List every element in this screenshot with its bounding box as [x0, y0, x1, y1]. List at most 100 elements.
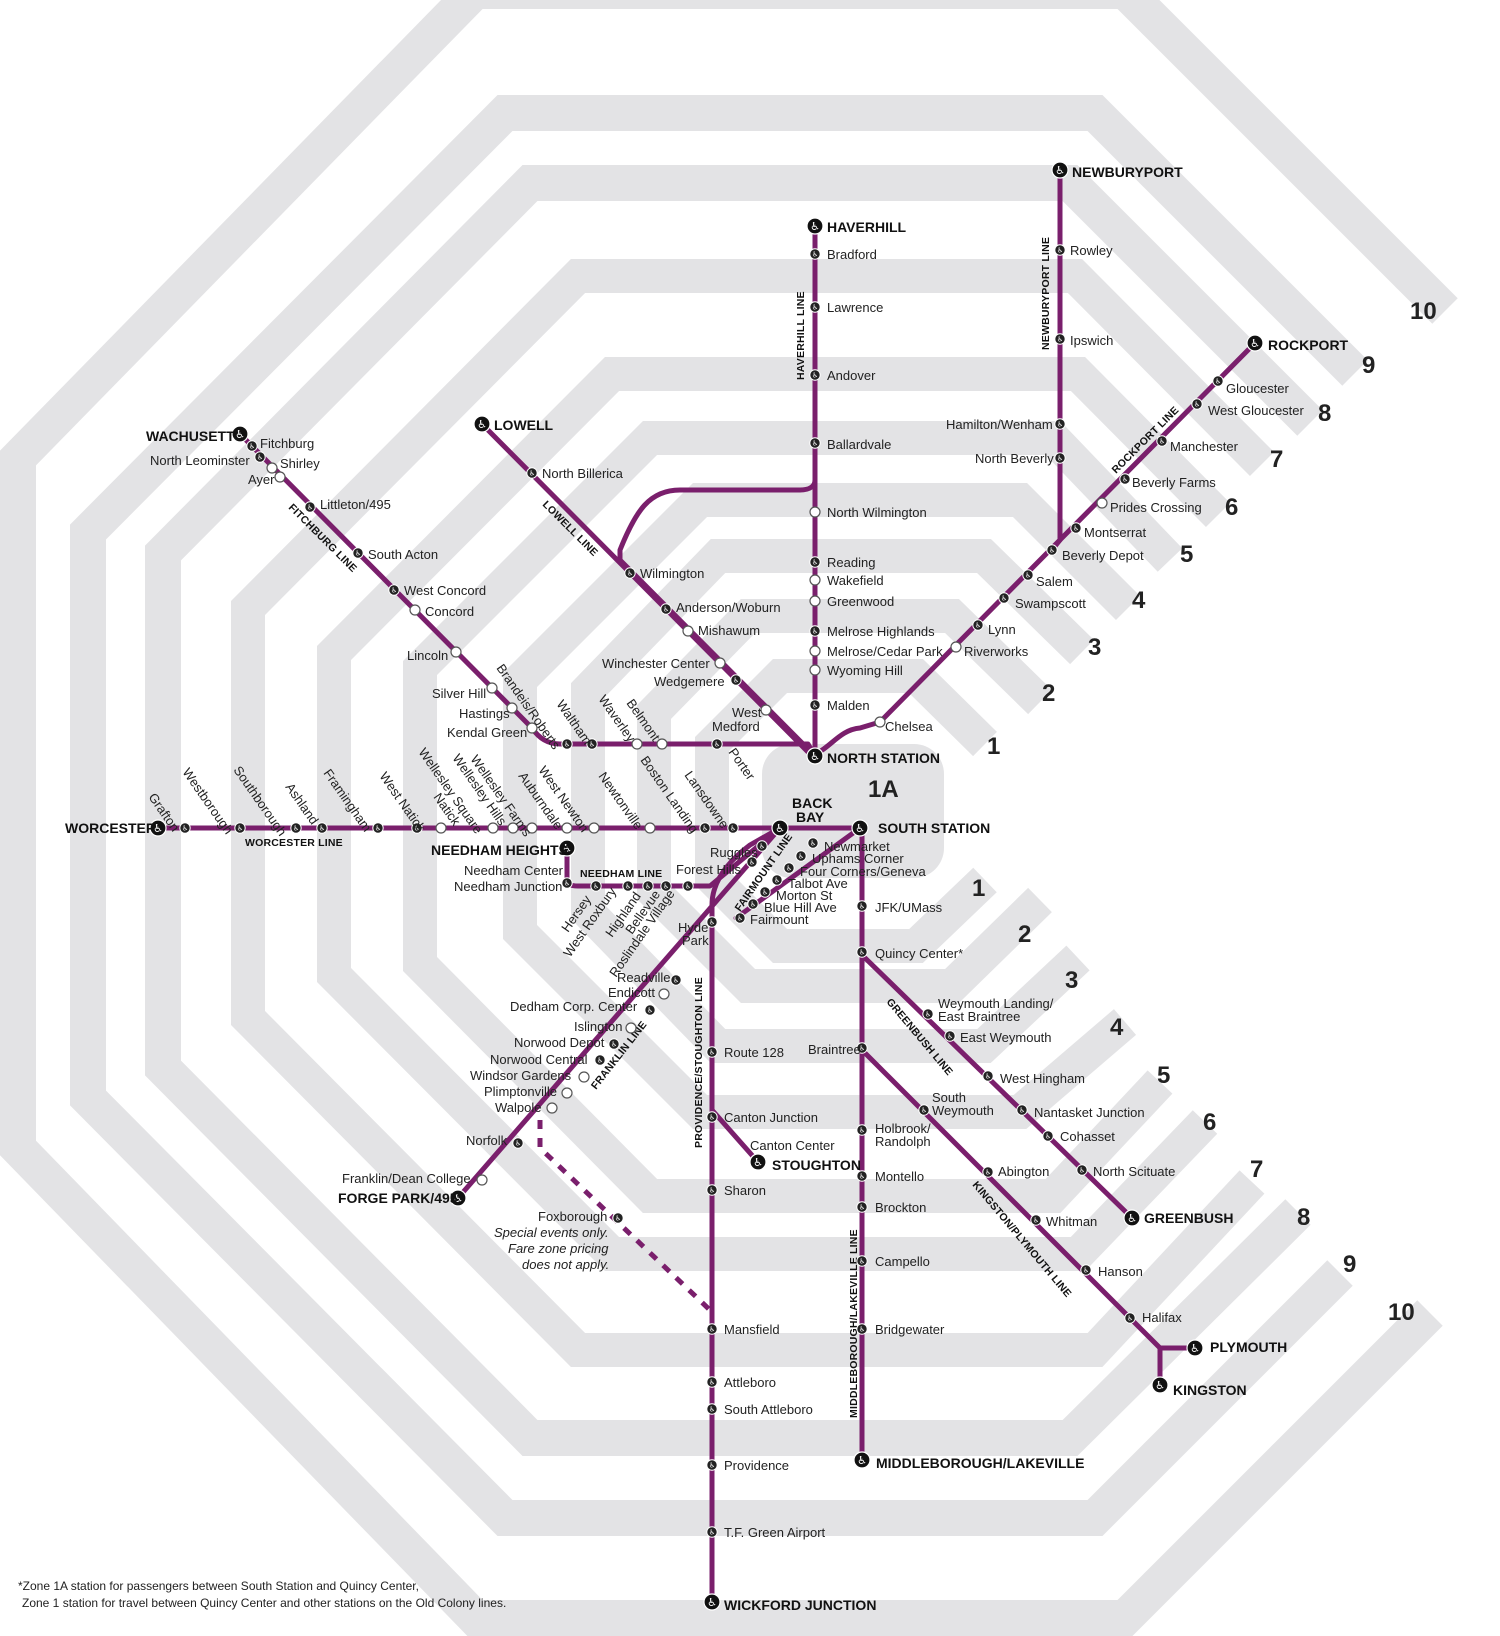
- station-south-attleboro[interactable]: South Attleboro: [724, 1402, 813, 1417]
- station-marker[interactable]: [546, 1102, 558, 1114]
- station-marker[interactable]: [706, 1526, 718, 1538]
- station-marker[interactable]: [727, 822, 739, 834]
- station-marker[interactable]: [1070, 522, 1082, 534]
- station-fairmount[interactable]: Fairmount: [750, 912, 809, 927]
- station-marker[interactable]: [918, 1104, 930, 1116]
- station-north-scituate[interactable]: North Scituate: [1093, 1164, 1175, 1179]
- station-porter[interactable]: Porter: [726, 745, 759, 783]
- terminal-lowell[interactable]: LOWELL: [494, 417, 554, 433]
- station-forest-hills[interactable]: Forest Hills: [676, 862, 742, 877]
- station-route-128[interactable]: Route 128: [724, 1045, 784, 1060]
- station-rowley[interactable]: Rowley: [1070, 243, 1113, 258]
- station-tf-green-airport[interactable]: T.F. Green Airport: [724, 1525, 826, 1540]
- station-marker[interactable]: [254, 451, 266, 463]
- station-mishawum[interactable]: Mishawum: [698, 623, 760, 638]
- station-quincy-center[interactable]: Quincy Center*: [875, 946, 963, 961]
- station-marker[interactable]: [409, 604, 421, 616]
- station-marker[interactable]: [473, 415, 491, 433]
- station-bradford[interactable]: Bradford: [827, 247, 877, 262]
- station-marker[interactable]: [1123, 1209, 1141, 1227]
- station-marker[interactable]: [561, 822, 573, 834]
- station-melrose-cedar-park[interactable]: Melrose/Cedar Park: [827, 644, 943, 659]
- station-marker[interactable]: [874, 716, 886, 728]
- station-marker[interactable]: [590, 880, 602, 892]
- station-readville[interactable]: Readville: [617, 970, 670, 985]
- station-beverly-depot[interactable]: Beverly Depot: [1062, 548, 1144, 563]
- station-four-corners[interactable]: Four Corners/Geneva: [800, 864, 926, 879]
- station-marker[interactable]: [706, 1403, 718, 1415]
- station-marker[interactable]: [853, 1451, 871, 1469]
- terminal-newburyport[interactable]: NEWBURYPORT: [1072, 164, 1183, 180]
- station-marker[interactable]: [352, 547, 364, 559]
- station-marker[interactable]: [756, 840, 768, 852]
- station-malden[interactable]: Malden: [827, 698, 870, 713]
- station-talbot-ave[interactable]: Talbot Ave: [788, 876, 848, 891]
- station-hanson[interactable]: Hanson: [1098, 1264, 1143, 1279]
- station-north-billerica[interactable]: North Billerica: [542, 466, 624, 481]
- station-marker[interactable]: [1054, 452, 1066, 464]
- station-marker[interactable]: [512, 1137, 524, 1149]
- terminal-plymouth[interactable]: PLYMOUTH: [1210, 1339, 1287, 1355]
- station-marker[interactable]: [656, 738, 668, 750]
- station-littleton[interactable]: Littleton/495: [320, 497, 391, 512]
- station-marker[interactable]: [746, 856, 758, 868]
- terminal-stoughton[interactable]: STOUGHTON: [772, 1157, 861, 1173]
- station-marker[interactable]: [809, 699, 821, 711]
- station-marker[interactable]: [561, 738, 573, 750]
- station-marker[interactable]: [561, 877, 573, 889]
- station-ayer[interactable]: Ayer: [248, 472, 275, 487]
- station-plimptonville[interactable]: Plimptonville: [484, 1084, 557, 1099]
- station-hastings[interactable]: Hastings: [459, 706, 510, 721]
- station-marker[interactable]: [950, 641, 962, 653]
- station-marker[interactable]: [624, 567, 636, 579]
- station-marker[interactable]: [856, 1042, 868, 1054]
- station-franklin-dean-college[interactable]: Franklin/Dean College: [342, 1171, 471, 1186]
- station-marker[interactable]: [922, 1008, 934, 1020]
- station-marker[interactable]: [807, 837, 819, 849]
- station-north-beverly[interactable]: North Beverly: [975, 451, 1054, 466]
- station-marker[interactable]: [856, 900, 868, 912]
- station-melrose-highlands[interactable]: Melrose Highlands: [827, 624, 935, 639]
- station-marker[interactable]: [411, 822, 423, 834]
- station-marker[interactable]: [806, 747, 824, 765]
- station-marker[interactable]: [809, 248, 821, 260]
- station-marker[interactable]: [809, 664, 821, 676]
- station-marker[interactable]: [711, 738, 723, 750]
- station-greenwood[interactable]: Greenwood: [827, 594, 894, 609]
- station-marker[interactable]: [625, 1022, 637, 1034]
- station-marker[interactable]: [809, 625, 821, 637]
- station-whitman[interactable]: Whitman: [1046, 1214, 1097, 1229]
- station-shirley[interactable]: Shirley: [280, 456, 320, 471]
- station-marker[interactable]: [1212, 375, 1224, 387]
- terminal-haverhill[interactable]: HAVERHILL: [827, 219, 907, 235]
- station-marker[interactable]: [1042, 1130, 1054, 1142]
- station-concord[interactable]: Concord: [425, 604, 474, 619]
- station-newmarket[interactable]: Newmarket: [824, 839, 890, 854]
- terminal-south-station[interactable]: SOUTH STATION: [878, 820, 990, 836]
- terminal-middleborough[interactable]: MIDDLEBOROUGH/LAKEVILLE: [876, 1455, 1084, 1471]
- terminal-wickford-junction[interactable]: WICKFORD JUNCTION: [724, 1597, 876, 1613]
- station-marker[interactable]: [809, 301, 821, 313]
- station-ipswich[interactable]: Ipswich: [1070, 333, 1113, 348]
- station-marker[interactable]: [706, 1184, 718, 1196]
- station-marker[interactable]: [507, 822, 519, 834]
- station-swampscott[interactable]: Swampscott: [1015, 596, 1086, 611]
- station-marker[interactable]: [706, 916, 718, 928]
- station-braintree[interactable]: Braintree: [808, 1042, 861, 1057]
- station-ashland[interactable]: Ashland: [283, 780, 322, 827]
- station-marker[interactable]: [304, 501, 316, 513]
- station-sharon[interactable]: Sharon: [724, 1183, 766, 1198]
- station-ballardvale[interactable]: Ballardvale: [827, 437, 891, 452]
- station-marker[interactable]: [809, 645, 821, 657]
- station-riverworks[interactable]: Riverworks: [964, 644, 1029, 659]
- station-marker[interactable]: [749, 1153, 767, 1171]
- station-dedham-corp-center[interactable]: Dedham Corp. Center: [510, 999, 638, 1014]
- station-marker[interactable]: [670, 974, 682, 986]
- station-west-medford-1[interactable]: West: [732, 705, 762, 720]
- station-marker[interactable]: [972, 619, 984, 631]
- station-attleboro[interactable]: Attleboro: [724, 1375, 776, 1390]
- station-north-wilmington[interactable]: North Wilmington: [827, 505, 927, 520]
- station-montello[interactable]: Montello: [875, 1169, 924, 1184]
- station-marker[interactable]: [372, 822, 384, 834]
- station-hamilton-wenham[interactable]: Hamilton/Wenham: [946, 417, 1053, 432]
